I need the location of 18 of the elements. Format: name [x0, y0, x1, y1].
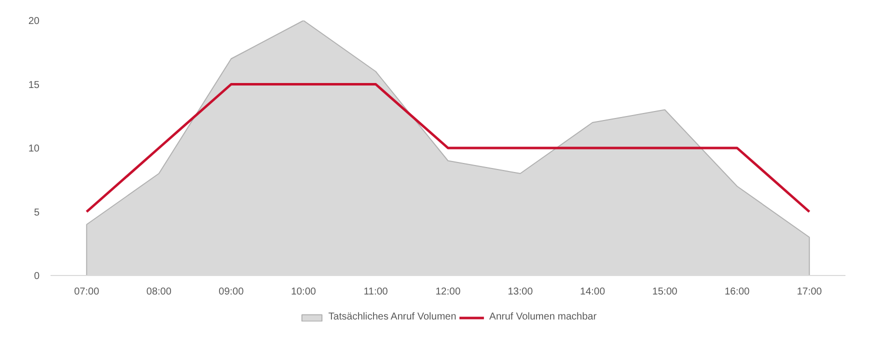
x-tick-label: 10:00	[290, 286, 316, 298]
x-tick-label: 15:00	[652, 286, 678, 298]
y-tick-label: 10	[28, 144, 40, 154]
y-tick-label: 5	[34, 207, 40, 218]
x-tick-label: 13:00	[508, 286, 534, 298]
x-tick-label: 12:00	[435, 286, 461, 298]
x-tick-label: 09:00	[218, 286, 244, 298]
legend-label: Anruf Volumen machbar	[489, 312, 597, 322]
y-tick-label: 20	[28, 16, 40, 27]
legend-label: Tatsächliches Anruf Volumen	[328, 312, 456, 322]
y-tick-label: 15	[28, 80, 40, 91]
x-tick-label: 14:00	[580, 286, 606, 298]
x-tick-label: 07:00	[74, 286, 100, 298]
x-tick-label: 17:00	[796, 286, 822, 298]
x-tick-label: 08:00	[146, 286, 172, 298]
x-tick-label: 11:00	[364, 286, 388, 298]
x-tick-label: 16:00	[724, 286, 750, 298]
y-tick-label: 0	[34, 271, 40, 282]
